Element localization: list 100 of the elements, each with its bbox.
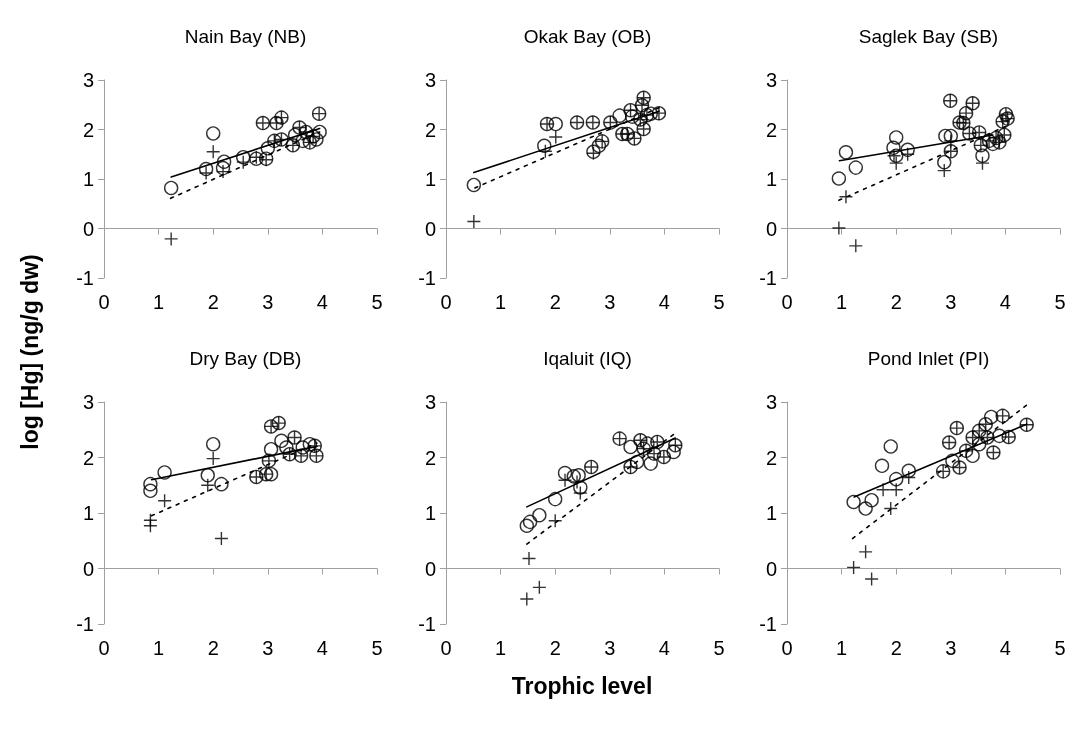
x-tick-label: 4: [658, 291, 670, 313]
point: [612, 108, 627, 123]
x-tick-label: 5: [713, 291, 725, 313]
y-tick-label: 1: [765, 168, 777, 190]
y-tick-label: 0: [82, 557, 94, 580]
x-tick-label: 2: [890, 291, 902, 313]
y-tick-label: -1: [759, 267, 777, 289]
point: [521, 551, 537, 566]
x-tick-label: 5: [713, 637, 725, 659]
y-tick-label: 1: [424, 168, 436, 190]
y-tick-label: 0: [424, 557, 436, 580]
point: [198, 161, 214, 177]
point: [466, 177, 482, 193]
point: [163, 180, 179, 196]
point: [295, 133, 310, 149]
point: [643, 456, 658, 471]
point: [309, 132, 324, 147]
x-tick-label: 3: [604, 291, 616, 313]
point: [263, 466, 279, 482]
x-tick-label: 4: [316, 637, 328, 659]
x-tick-label: 0: [98, 637, 110, 659]
y-tick-label: 3: [765, 391, 777, 413]
point: [519, 518, 535, 533]
point: [938, 128, 953, 144]
point: [157, 493, 172, 508]
y-tick-label: 2: [424, 118, 436, 141]
point: [206, 126, 221, 141]
chart-title: Iqaluit (IQ): [543, 348, 632, 369]
x-tick-label: 0: [781, 291, 793, 313]
point: [279, 440, 294, 455]
point: [537, 138, 552, 154]
x-tick-label: 0: [98, 291, 110, 313]
y-tick-label: 0: [765, 217, 777, 240]
point: [975, 148, 990, 163]
x-tick-label: 4: [999, 637, 1011, 659]
point: [901, 463, 916, 479]
y-tick-label: 2: [424, 446, 436, 469]
point: [886, 140, 901, 156]
y-tick-label: 2: [765, 118, 777, 141]
chart-title: Saglek Bay (SB): [858, 26, 999, 47]
x-tick-label: 0: [440, 291, 452, 313]
x-tick-label: 5: [371, 291, 383, 313]
y-tick-label: 2: [82, 446, 94, 469]
y-tick-label: 3: [424, 69, 436, 91]
point: [965, 448, 980, 464]
x-tick-label: 0: [781, 637, 793, 659]
point: [831, 171, 847, 186]
point: [143, 483, 158, 498]
point: [466, 214, 482, 229]
point: [945, 453, 960, 469]
x-tick-label: 0: [440, 637, 452, 659]
point: [874, 458, 890, 474]
point: [591, 138, 607, 154]
point: [937, 154, 952, 170]
x-tick-label: 1: [153, 291, 165, 313]
point: [975, 155, 990, 171]
point: [157, 465, 172, 480]
point: [838, 145, 854, 160]
chart-title: Nain Bay (NB): [184, 26, 307, 47]
x-tick-label: 5: [371, 637, 383, 659]
x-tick-label: 1: [836, 291, 848, 313]
point: [215, 160, 231, 176]
point: [548, 116, 563, 132]
y-tick-label: -1: [418, 613, 436, 635]
point: [900, 142, 915, 157]
point: [312, 124, 327, 140]
x-tick-label: 1: [153, 637, 165, 659]
chart-title: Okak Bay (OB): [523, 26, 652, 47]
point: [532, 508, 547, 523]
y-tick-label: 0: [424, 217, 436, 240]
point: [883, 439, 898, 454]
point: [538, 144, 553, 159]
point: [206, 436, 221, 452]
x-tick-label: 5: [1054, 637, 1066, 659]
y-tick-label: 3: [424, 391, 436, 413]
y-tick-label: 0: [82, 217, 94, 240]
point: [143, 476, 158, 492]
x-tick-label: 4: [658, 637, 670, 659]
x-tick-label: 2: [207, 291, 219, 313]
y-tick-label: -1: [418, 267, 436, 289]
point: [200, 468, 215, 483]
y-tick-label: 1: [82, 502, 94, 524]
x-tick-label: 3: [945, 291, 957, 313]
y-tick-label: 2: [82, 118, 94, 141]
y-tick-label: 1: [424, 502, 436, 524]
x-tick-label: 2: [549, 637, 561, 659]
point: [532, 580, 547, 595]
point: [214, 531, 229, 546]
y-axis-title: log [Hg] (ng/g dw): [16, 254, 44, 450]
point: [571, 468, 586, 483]
x-tick-label: 4: [316, 291, 328, 313]
point: [846, 560, 861, 575]
point: [216, 154, 232, 169]
x-tick-label: 3: [604, 637, 616, 659]
point: [566, 469, 581, 484]
y-tick-label: 3: [765, 69, 777, 91]
point: [143, 518, 158, 533]
point: [573, 480, 588, 495]
x-axis-title: Trophic level: [511, 672, 653, 700]
point: [864, 493, 879, 508]
